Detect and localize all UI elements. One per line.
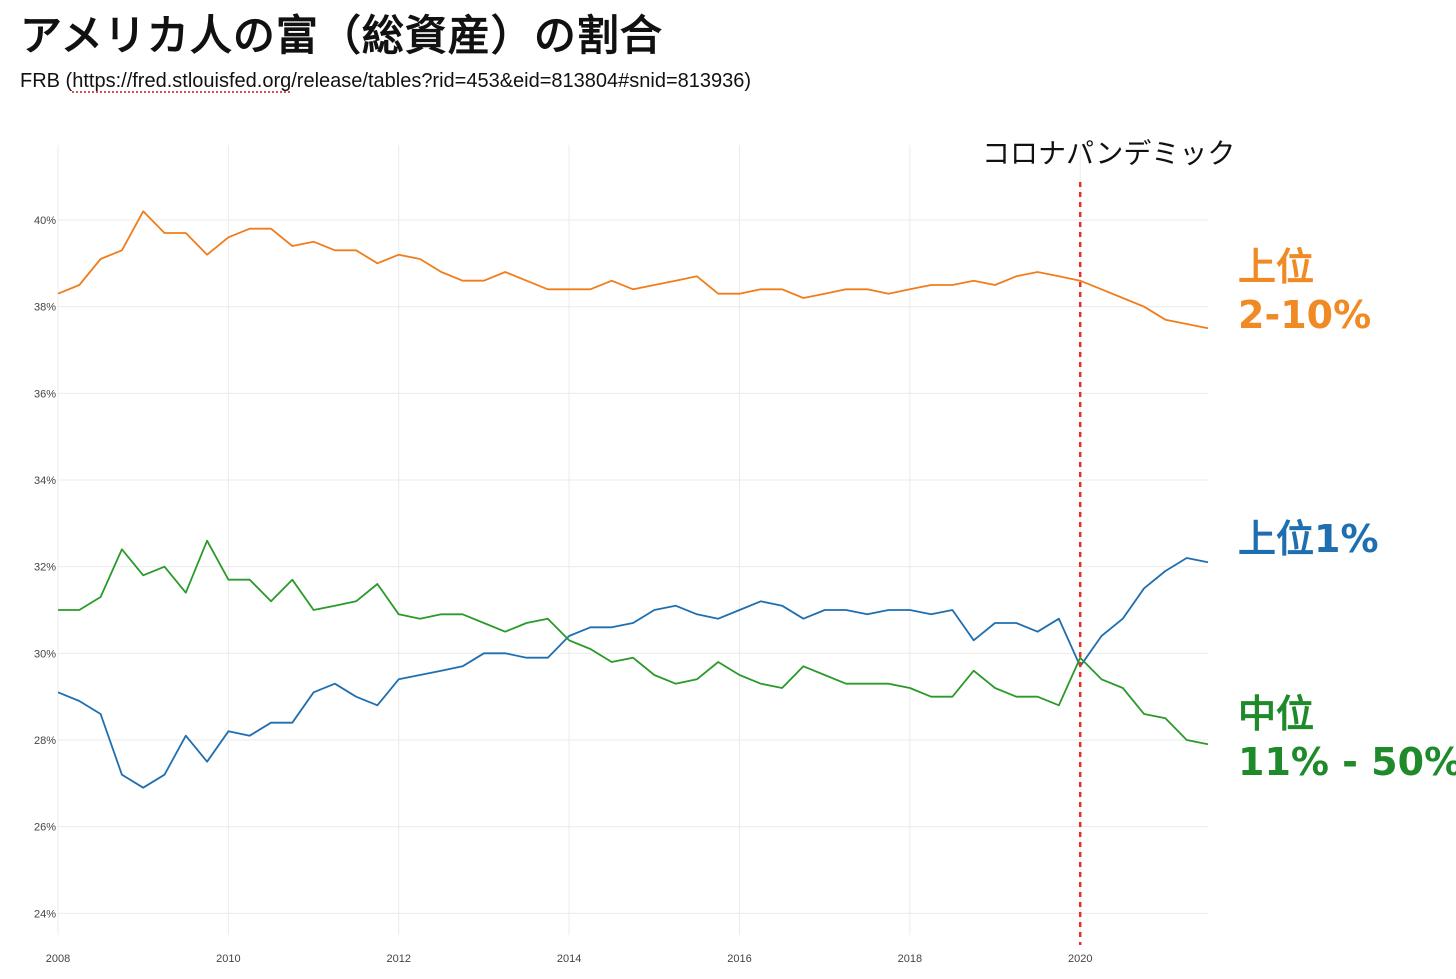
page-title: アメリカ人の富（総資産）の割合 bbox=[20, 11, 663, 60]
pandemic-label: コロナパンデミック bbox=[982, 137, 1235, 170]
label-middle-line1: 中位 bbox=[1238, 692, 1315, 736]
series-line-top1 bbox=[57, 557, 1209, 789]
x-tick-label: 2008 bbox=[46, 953, 70, 965]
y-tick-label: 28% bbox=[34, 735, 56, 747]
source-citation: FRB (https://fred.stlouisfed.org/release… bbox=[20, 70, 751, 93]
series-line-mid bbox=[58, 539, 1209, 746]
y-tick-label: 32% bbox=[34, 562, 56, 574]
label-middle-11-50: 中位 11% - 50% bbox=[1238, 690, 1456, 786]
y-tick-label: 26% bbox=[34, 822, 56, 834]
pandemic-annotation: コロナパンデミック bbox=[982, 137, 1235, 945]
label-top-2-10: 上位 2-10% bbox=[1238, 243, 1371, 339]
y-tick-label: 30% bbox=[34, 648, 56, 660]
label-middle-line2: 11% - 50% bbox=[1238, 740, 1456, 784]
y-tick-label: 36% bbox=[34, 388, 56, 400]
y-tick-label: 34% bbox=[34, 475, 56, 487]
source-prefix: FRB ( bbox=[20, 70, 73, 92]
x-tick-label: 2014 bbox=[557, 953, 581, 965]
label-top-2-10-line2: 2-10% bbox=[1238, 293, 1372, 337]
x-tick-label: 2012 bbox=[386, 953, 410, 965]
label-top-2-10-line1: 上位 bbox=[1238, 245, 1315, 289]
x-tick-label: 2016 bbox=[727, 953, 751, 965]
x-tick-label: 2018 bbox=[898, 953, 922, 965]
y-tick-label: 24% bbox=[34, 908, 56, 920]
tick-labels: 24% 26% 28% 30% 32% 34% 36% 38% 40% 2008 2010 2012 2… bbox=[34, 215, 1092, 965]
x-tick-label: 2010 bbox=[216, 953, 240, 965]
grid bbox=[57, 145, 1208, 935]
source-link[interactable]: https://fred.stlouisfed.org bbox=[72, 70, 292, 92]
series-line-top2_10 bbox=[57, 210, 1209, 330]
y-tick-label: 40% bbox=[34, 215, 56, 227]
label-top-1: 上位1% bbox=[1238, 517, 1379, 561]
series-lines bbox=[57, 210, 1209, 789]
x-tick-label: 2020 bbox=[1068, 953, 1092, 965]
y-tick-label: 38% bbox=[34, 302, 56, 314]
source-suffix: /release/tables?rid=453&eid=813804#snid=… bbox=[291, 70, 752, 92]
